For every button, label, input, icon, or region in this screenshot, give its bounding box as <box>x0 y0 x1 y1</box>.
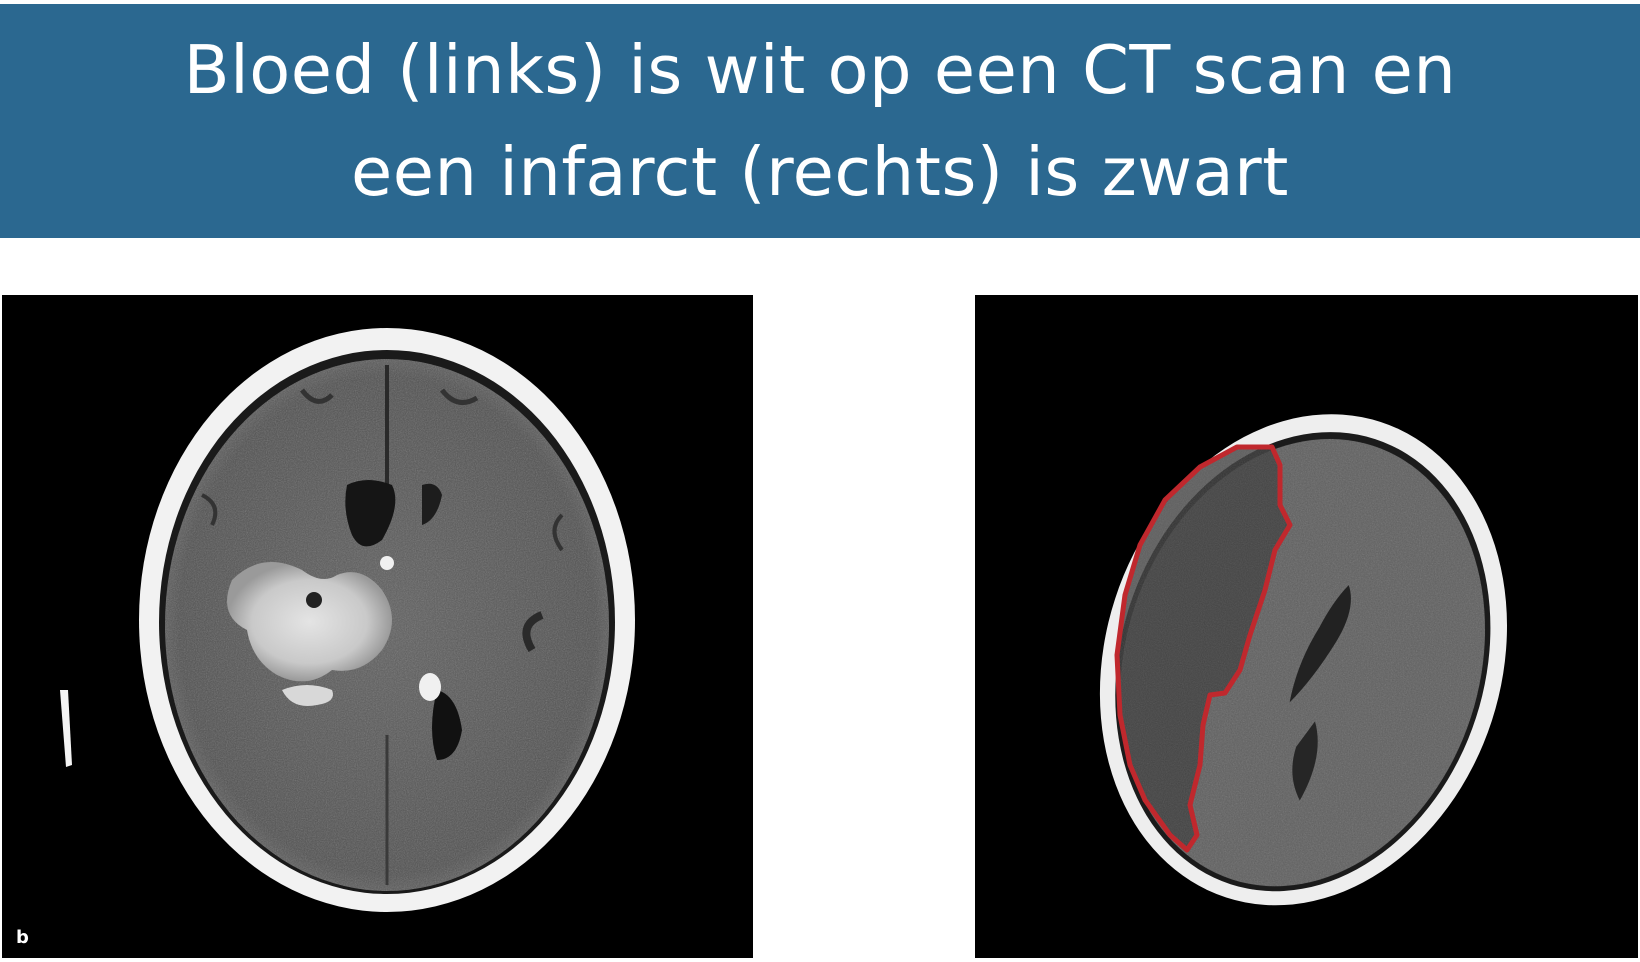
infarct-outline <box>1114 444 1293 853</box>
ct-scan-hemorrhage-drawing <box>60 328 635 912</box>
ct-scan-infarct-image <box>975 295 1638 958</box>
image-label: b <box>16 927 29 948</box>
title-line-2: een infarct (rechts) is zwart <box>351 133 1289 211</box>
title-banner: Bloed (links) is wit op een CT scan en e… <box>0 4 1640 238</box>
ct-scan-hemorrhage-image: b <box>2 295 753 958</box>
ct-scan-infarct-drawing <box>1099 414 1507 906</box>
title-line-1: Bloed (links) is wit op een CT scan en <box>183 31 1457 109</box>
